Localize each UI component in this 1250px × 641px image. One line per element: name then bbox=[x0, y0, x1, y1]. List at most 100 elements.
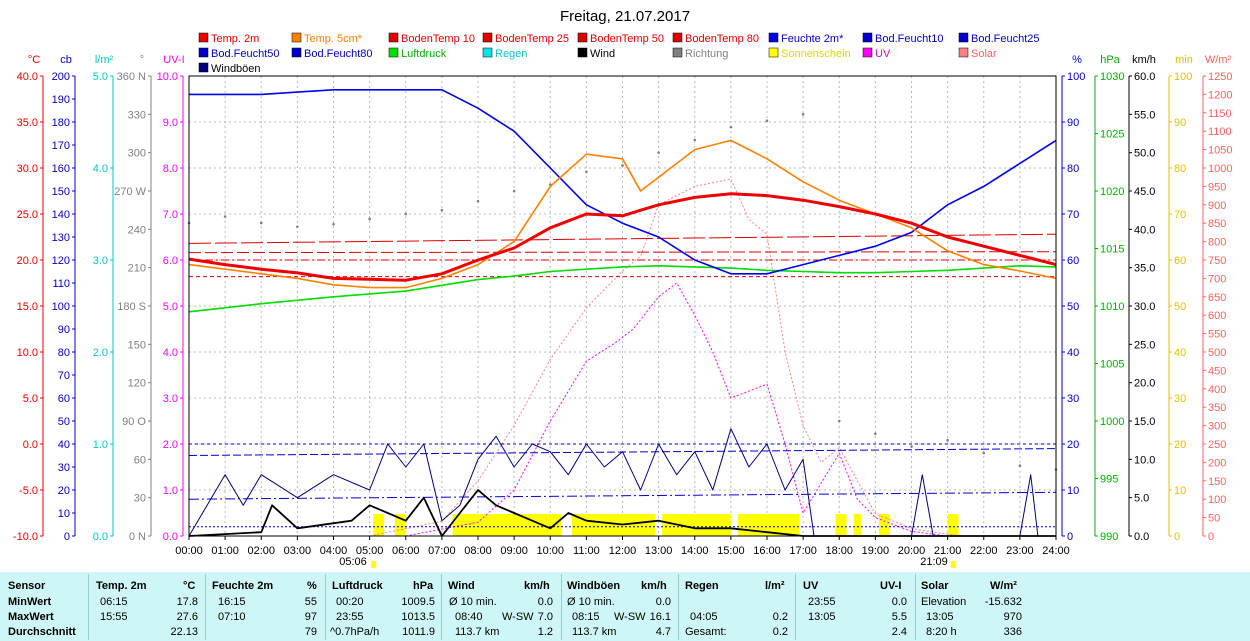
legend-label: Richtung bbox=[685, 48, 728, 60]
series-luftdruck bbox=[188, 265, 1057, 313]
legend-swatch bbox=[577, 47, 588, 58]
legend-label: BodenTemp 10 bbox=[401, 33, 475, 45]
hum-max-value: 97 bbox=[304, 611, 317, 623]
left-axis-tick-label: 3.0 bbox=[93, 255, 108, 267]
left-axis-tick-label: 3.0 bbox=[163, 393, 178, 405]
series-bodentemp-25 bbox=[188, 251, 1057, 254]
left-axis-tick-label: 240 bbox=[128, 224, 146, 236]
right-axis-tick-label: 40 bbox=[1067, 347, 1079, 359]
legend-label: Regen bbox=[495, 48, 527, 60]
right-axis-tick-label: 650 bbox=[1208, 292, 1226, 304]
legend-swatch bbox=[482, 47, 493, 58]
right-axis-tick-label: 90 bbox=[1067, 117, 1079, 129]
right-axis-tick-label: 1250 bbox=[1208, 71, 1232, 83]
solar-max-value: 970 bbox=[1003, 611, 1022, 623]
legend-label: Bod.Feucht10 bbox=[875, 33, 944, 45]
right-axis-tick-label: 100 bbox=[1067, 71, 1085, 83]
left-axis-tick-label: 20.0 bbox=[17, 255, 38, 267]
right-axis-tick-label: 1150 bbox=[1208, 108, 1232, 120]
right-axis-tick-label: 990 bbox=[1100, 531, 1118, 543]
right-axis-unit: hPa bbox=[1100, 54, 1120, 66]
left-axis-tick-label: 0 bbox=[64, 531, 70, 543]
direction-point bbox=[259, 221, 263, 225]
x-tick-label: 02:00 bbox=[247, 545, 275, 557]
left-axis-unit: cb bbox=[60, 54, 72, 66]
header-gust: Windböen bbox=[567, 580, 621, 592]
x-tick-label: 00:00 bbox=[175, 545, 203, 557]
right-axis-tick-label: 1020 bbox=[1100, 186, 1124, 198]
press-min-value: 1009.5 bbox=[401, 596, 435, 608]
legend-label: Temp. 2m bbox=[211, 33, 259, 45]
direction-point bbox=[837, 419, 841, 423]
left-axis-tick-label: 190 bbox=[52, 94, 70, 106]
press-max-time: 23:55 bbox=[336, 611, 364, 623]
legend-label: Wind bbox=[590, 48, 615, 60]
sunset-label: 21:09 bbox=[920, 556, 948, 568]
right-axes: %1009080706050403020100hPa10301025102010… bbox=[1061, 54, 1232, 543]
direction-point bbox=[585, 170, 588, 174]
left-axis-tick-label: 6.0 bbox=[163, 255, 178, 267]
left-axis-tick-label: 10.0 bbox=[157, 71, 178, 83]
right-axis-tick-label: 25.0 bbox=[1134, 339, 1155, 351]
right-axis-tick-label: 30 bbox=[1174, 393, 1186, 405]
left-axis-tick-label: 180 S bbox=[117, 301, 146, 313]
gust-min-value: 0.0 bbox=[655, 596, 671, 608]
direction-point bbox=[1018, 464, 1022, 468]
sunset-marker bbox=[951, 561, 957, 568]
right-axis-tick-label: 250 bbox=[1208, 439, 1226, 451]
left-axis-tick-label: 30.0 bbox=[17, 163, 38, 175]
wind-max-dir: W-SW bbox=[502, 611, 534, 623]
solar-sunshine-duration: 8:20 h bbox=[926, 626, 957, 638]
right-axis-tick-label: 80 bbox=[1067, 163, 1079, 175]
right-axis-tick-label: 1015 bbox=[1100, 244, 1124, 256]
left-axis-tick-label: 5.0 bbox=[163, 301, 178, 313]
wind-max-value: 7.0 bbox=[537, 611, 553, 623]
x-tick-label: 06:00 bbox=[392, 545, 420, 557]
hum-max-time: 07:10 bbox=[218, 611, 246, 623]
right-axis-tick-label: 50 bbox=[1067, 301, 1079, 313]
row-min: MinWert bbox=[8, 596, 52, 608]
x-tick-label: 23:00 bbox=[1006, 545, 1034, 557]
left-axis-tick-label: 10 bbox=[58, 508, 70, 520]
right-axis-tick-label: 150 bbox=[1208, 476, 1226, 488]
left-axis-tick-label: 120 bbox=[128, 378, 146, 390]
right-axis-tick-label: 1010 bbox=[1100, 301, 1124, 313]
uv-min-time: 23:55 bbox=[808, 596, 836, 608]
right-axis-tick-label: 30.0 bbox=[1134, 301, 1155, 313]
x-tick-label: 08:00 bbox=[464, 545, 492, 557]
legend-swatch bbox=[672, 47, 683, 58]
left-axis-tick-label: 180 bbox=[52, 117, 70, 129]
right-axis-tick-label: 300 bbox=[1208, 421, 1226, 433]
x-tick-label: 15:00 bbox=[717, 545, 745, 557]
x-tick-label: 21:00 bbox=[934, 545, 962, 557]
press-avg-trend: ^0.7hPa/h bbox=[330, 626, 380, 638]
header-hum: Feuchte 2m bbox=[212, 580, 274, 592]
left-axes: °C 40.0 35.0 30.0 25.0 20.0 15.0 10.0 5.0 0.0 -5.0… bbox=[13, 54, 185, 543]
direction-point bbox=[946, 438, 949, 442]
right-axis-tick-label: 60 bbox=[1067, 255, 1079, 267]
statistics-table: Sensor MinWert MaxWert Durchschnitt Temp… bbox=[0, 572, 1250, 641]
series-wind bbox=[188, 489, 1056, 537]
left-axis-tick-label: 9.0 bbox=[163, 117, 178, 129]
right-axis-tick-label: 400 bbox=[1208, 384, 1226, 396]
right-axis-tick-label: 35.0 bbox=[1134, 263, 1155, 275]
left-axis-unit: ° bbox=[140, 54, 144, 66]
left-axis-tick-label: 330 bbox=[128, 109, 146, 121]
left-axis-tick-label: 35.0 bbox=[17, 117, 38, 129]
right-axis-tick-label: 30 bbox=[1067, 393, 1079, 405]
x-tick-label: 11:00 bbox=[573, 545, 600, 557]
temp-min-value: 17.8 bbox=[176, 596, 198, 608]
series-temp-2m bbox=[188, 192, 1057, 282]
legend-swatch bbox=[672, 32, 683, 43]
direction-point bbox=[404, 212, 408, 216]
direction-point bbox=[223, 215, 227, 218]
left-axis-tick-label: 7.0 bbox=[163, 209, 178, 221]
legend-label: Bod.Feucht25 bbox=[971, 33, 1040, 45]
legend-label: BodenTemp 25 bbox=[495, 33, 569, 45]
right-axis-tick-label: 350 bbox=[1208, 402, 1226, 414]
x-axis: 00:00 01:00 02:00 03:00 04:00 05:00 06:00 07:00… bbox=[175, 536, 1070, 557]
right-axis-tick-label: 1030 bbox=[1100, 71, 1124, 83]
press-avg-value: 1011.9 bbox=[402, 626, 435, 638]
right-axis-tick-label: 500 bbox=[1208, 347, 1226, 359]
left-axis-tick-label: 60 bbox=[134, 454, 146, 466]
